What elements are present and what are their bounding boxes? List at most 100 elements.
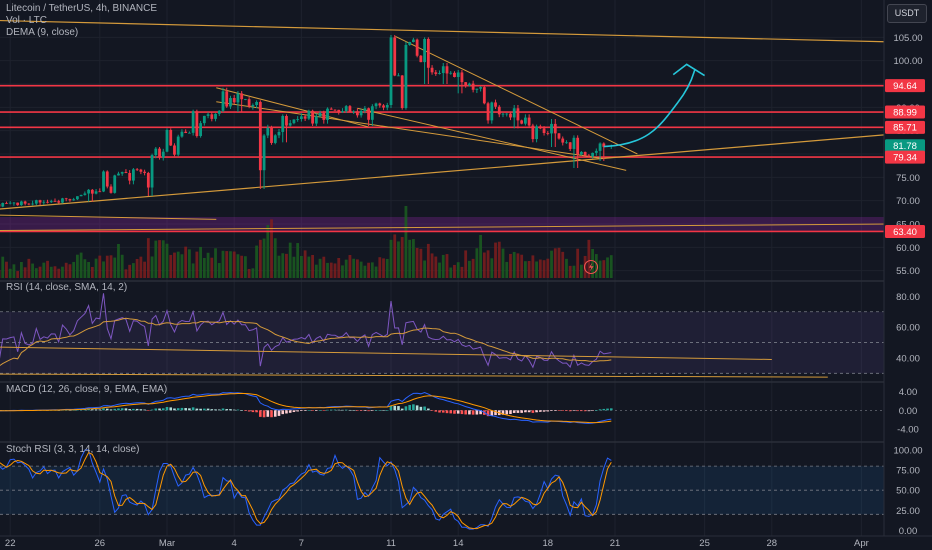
candle bbox=[173, 143, 176, 157]
candle-body bbox=[356, 111, 359, 116]
time-axis[interactable] bbox=[0, 535, 932, 550]
volume-bar bbox=[479, 234, 482, 278]
macd-histogram-bar bbox=[206, 408, 210, 411]
candle-body bbox=[598, 143, 602, 151]
macd-histogram-bar bbox=[329, 409, 333, 411]
macd-histogram-bar bbox=[158, 408, 161, 411]
volume-bar bbox=[296, 243, 300, 278]
projection-arrowhead bbox=[672, 63, 706, 77]
volume-bar bbox=[412, 239, 415, 278]
volume-bar bbox=[546, 258, 550, 278]
rsi-legend[interactable]: RSI (14, close, SMA, 14, 2) bbox=[6, 282, 128, 293]
candle bbox=[374, 102, 378, 110]
candle-body bbox=[154, 148, 158, 156]
candle-body bbox=[303, 116, 307, 119]
candle bbox=[460, 70, 464, 94]
macd-histogram-bar bbox=[199, 408, 202, 411]
pane-separators[interactable] bbox=[0, 280, 932, 443]
candle bbox=[76, 196, 79, 201]
lightning-icon[interactable] bbox=[583, 259, 599, 275]
candle bbox=[546, 131, 550, 136]
candle-body bbox=[553, 123, 557, 134]
volume-bar bbox=[117, 243, 120, 278]
volume-bar bbox=[438, 262, 441, 278]
dema-legend[interactable]: DEMA (9, close) bbox=[6, 27, 79, 38]
volume-bar bbox=[109, 255, 113, 278]
volume-bar bbox=[94, 258, 98, 278]
volume-bar bbox=[90, 266, 94, 278]
volume-bar bbox=[83, 259, 87, 278]
projection-arrow[interactable] bbox=[603, 63, 706, 148]
volume-bar bbox=[1, 256, 5, 278]
candle-body bbox=[512, 108, 516, 118]
macd-histogram-bar bbox=[232, 409, 236, 411]
candle-body bbox=[314, 116, 318, 124]
volume-bar bbox=[329, 262, 333, 278]
volume-bar bbox=[180, 254, 184, 278]
candle-body bbox=[524, 117, 527, 124]
volume-bar bbox=[333, 263, 337, 278]
candle-body bbox=[195, 111, 199, 137]
candle-body bbox=[565, 142, 568, 144]
volume-bar bbox=[16, 271, 20, 278]
candle bbox=[557, 132, 561, 140]
volume-bar bbox=[370, 262, 374, 278]
volume-bar bbox=[165, 243, 169, 278]
price-tick: 70.00 bbox=[896, 196, 920, 207]
volume-bar bbox=[382, 258, 385, 278]
candle bbox=[232, 94, 236, 105]
volume-bar bbox=[225, 251, 229, 278]
candle-body bbox=[468, 83, 471, 86]
macd-histogram-bar bbox=[292, 410, 296, 413]
volume-bar bbox=[456, 262, 460, 278]
volume-bar bbox=[132, 263, 135, 278]
candle-body bbox=[87, 189, 90, 194]
candle bbox=[389, 35, 393, 108]
volume-legend[interactable]: Vol · LTC bbox=[6, 15, 47, 26]
candle bbox=[296, 116, 300, 122]
candle-body bbox=[441, 66, 445, 74]
macd-histogram-bar bbox=[139, 409, 143, 411]
macd-histogram-bar bbox=[419, 406, 423, 411]
candle-body bbox=[344, 106, 348, 112]
candle-body bbox=[385, 105, 389, 108]
candle bbox=[8, 201, 12, 205]
macd-histogram-bar bbox=[520, 410, 523, 413]
volume-bar bbox=[288, 242, 292, 278]
macd-histogram-bar bbox=[244, 410, 247, 411]
price-tick: 105.00 bbox=[893, 33, 922, 44]
stoch-tick: 25.00 bbox=[896, 506, 920, 517]
macd-tick: 4.00 bbox=[899, 387, 918, 398]
candle bbox=[165, 128, 169, 153]
candle-body bbox=[438, 73, 441, 74]
volume-bar bbox=[594, 254, 598, 278]
candle-body bbox=[176, 136, 180, 155]
candle bbox=[124, 169, 128, 174]
trend-lines[interactable] bbox=[0, 19, 896, 232]
symbol-title[interactable]: Litecoin / TetherUS, 4h, BINANCE bbox=[6, 3, 157, 14]
volume-bars bbox=[0, 206, 613, 278]
stoch-rsi-legend[interactable]: Stoch RSI (3, 3, 14, 14, close) bbox=[6, 444, 140, 455]
macd-histogram-bar bbox=[591, 410, 594, 411]
volume-bar bbox=[318, 258, 322, 278]
macd-legend[interactable]: MACD (12, 26, close, 9, EMA, EMA) bbox=[6, 384, 168, 395]
macd-histogram-bar bbox=[288, 410, 292, 413]
trend-line-support bbox=[0, 133, 896, 210]
candle bbox=[258, 100, 262, 189]
rsi-trend-line-2 bbox=[0, 373, 828, 378]
volume-bar bbox=[598, 260, 602, 278]
volume-bar bbox=[591, 248, 594, 278]
candle bbox=[79, 194, 83, 197]
macd-histogram-bar bbox=[266, 410, 270, 417]
macd-histogram-bar bbox=[344, 409, 348, 411]
price-label-text: 85.71 bbox=[893, 123, 917, 134]
currency-button[interactable]: USDT bbox=[887, 4, 927, 23]
candle-body bbox=[34, 200, 38, 204]
volume-bar bbox=[285, 253, 288, 278]
candle-body bbox=[109, 186, 113, 193]
candle-body bbox=[341, 111, 344, 113]
volume-bar bbox=[176, 251, 180, 278]
macd-histogram-bar bbox=[393, 405, 397, 411]
candle bbox=[176, 134, 180, 157]
